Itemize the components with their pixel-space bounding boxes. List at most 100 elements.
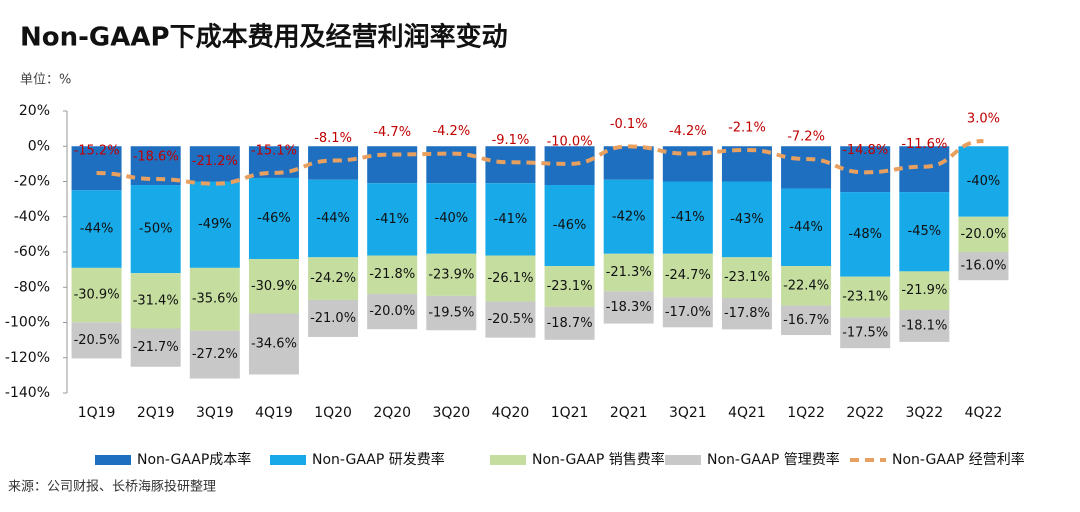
x-tick-label: 2Q22: [846, 405, 884, 421]
bar-label: -41%: [671, 210, 705, 225]
bar-label: -50%: [139, 222, 173, 237]
line: [96, 138, 984, 186]
x-tick-label: 3Q19: [196, 405, 234, 421]
line-label: 3.0%: [967, 111, 1000, 126]
line-label: -15.1%: [251, 143, 297, 158]
bar-segment: [781, 305, 832, 336]
bar-label: -46%: [257, 211, 291, 226]
bar-label: -21.0%: [310, 311, 356, 326]
bar-label: -30.9%: [74, 288, 120, 303]
line-label: -9.1%: [492, 133, 530, 148]
unit-label: 单位：%: [20, 73, 71, 88]
line-label: -21.2%: [192, 154, 238, 169]
x-tick-label: 4Q20: [492, 405, 530, 421]
bar-segment: [544, 266, 595, 307]
bar-segment: [721, 181, 772, 258]
bar-segment: [189, 267, 240, 331]
bar-segment: [367, 146, 418, 184]
x-tick-label: 4Q21: [728, 405, 766, 421]
bar-label: -18.1%: [901, 318, 947, 333]
y-tick-label: -140%: [5, 385, 50, 401]
bar-label: -20.5%: [74, 333, 120, 348]
bar-segment: [603, 179, 654, 254]
legend-swatch: [270, 455, 306, 465]
bar-label: -31.4%: [133, 293, 179, 308]
legend-swatch: [665, 455, 701, 465]
legend-label: Non-GAAP 研发费率: [312, 451, 445, 468]
line-label: -0.1%: [610, 117, 648, 132]
bar-segment: [544, 185, 595, 267]
bar-segment: [71, 146, 122, 191]
bar-label: -24.7%: [665, 268, 711, 283]
bar-segment: [840, 317, 891, 349]
bar-label: -21.8%: [369, 267, 415, 282]
bar-label: -35.6%: [192, 292, 238, 307]
bar-segment: [603, 291, 654, 324]
bar-segment: [662, 181, 713, 254]
legend-swatch: [490, 455, 526, 465]
y-tick-label: -60%: [14, 244, 50, 260]
bar-segment: [840, 192, 891, 277]
bar-label: -18.7%: [547, 316, 593, 331]
line-label: -10.0%: [547, 134, 593, 149]
line-label: -7.2%: [787, 129, 825, 144]
x-tick-label: 1Q22: [787, 405, 825, 421]
x-tick-label: 2Q19: [137, 405, 175, 421]
bar-segment: [958, 216, 1009, 252]
bar-label: -41%: [494, 212, 528, 227]
bar-segment: [71, 322, 122, 359]
bar-segment: [130, 185, 181, 274]
line-label: -15.2%: [74, 144, 120, 159]
line-label: -8.1%: [314, 131, 352, 146]
legend-label: Non-GAAP 管理费率: [707, 451, 840, 468]
source: 来源：公司财报、长桥海豚投研整理: [8, 479, 216, 495]
bar-segment: [308, 146, 359, 180]
y-tick-label: -80%: [14, 279, 50, 295]
bar-segment: [899, 271, 950, 310]
bar-segment: [248, 259, 299, 314]
bar-label: -43%: [730, 212, 764, 227]
bar-label: -20.5%: [487, 312, 533, 327]
bar-segment: [485, 146, 536, 184]
x-tick-label: 2Q21: [610, 405, 648, 421]
line-label: -14.8%: [842, 143, 888, 158]
x-tick-label: 1Q19: [78, 405, 116, 421]
bar-label: -17.0%: [665, 305, 711, 320]
bar-segment: [367, 255, 418, 294]
bar-label: -48%: [848, 227, 882, 242]
bar-segment: [248, 177, 299, 260]
bar-label: -41%: [375, 212, 409, 227]
bar-segment: [485, 183, 536, 256]
bar-segment: [71, 267, 122, 323]
bar-label: -23.1%: [724, 270, 770, 285]
bar-segment: [781, 188, 832, 267]
bar-label: -40%: [435, 211, 469, 226]
chart-title: Non-GAAP下成本费用及经营利润率变动: [20, 22, 508, 53]
bar-segment: [308, 299, 359, 337]
bar-label: -44%: [789, 220, 823, 235]
bar-segment: [189, 330, 240, 379]
x-tick-label: 1Q21: [551, 405, 589, 421]
bar-label: -23.1%: [842, 290, 888, 305]
bar-label: -30.9%: [251, 279, 297, 294]
bar-label: -17.5%: [842, 325, 888, 340]
line-label: -18.6%: [133, 150, 179, 165]
bar-label: -44%: [80, 222, 114, 237]
bar-segment: [367, 183, 418, 256]
y-tick-label: -120%: [5, 350, 50, 366]
bar-segment: [781, 146, 832, 189]
bar-label: -21.9%: [901, 283, 947, 298]
bar-segment: [426, 295, 477, 331]
bar-segment: [899, 146, 950, 193]
x-tick-label: 3Q20: [432, 405, 470, 421]
legend-label: Non-GAAP成本率: [137, 451, 251, 468]
bar-segment: [308, 257, 359, 300]
bar-segment: [189, 181, 240, 268]
y-tick-label: 20%: [19, 103, 50, 119]
legend-swatch: [95, 455, 131, 465]
x-tick-label: 4Q19: [255, 405, 293, 421]
bar-segment: [781, 266, 832, 306]
bar-label: -16.7%: [783, 313, 829, 328]
bar-segment: [662, 297, 713, 328]
y-tick-label: -100%: [5, 315, 50, 331]
